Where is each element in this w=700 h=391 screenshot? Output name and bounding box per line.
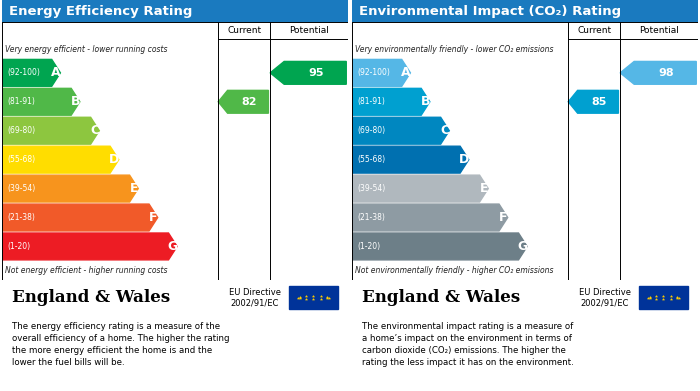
Polygon shape [3, 146, 119, 173]
Polygon shape [353, 175, 488, 202]
Text: Potential: Potential [289, 26, 329, 35]
Text: (81-91): (81-91) [357, 97, 385, 106]
Text: (92-100): (92-100) [357, 68, 390, 77]
Text: F: F [149, 211, 158, 224]
Text: EU Directive
2002/91/EC: EU Directive 2002/91/EC [229, 288, 281, 307]
Text: 95: 95 [308, 68, 324, 78]
Text: E: E [130, 182, 138, 195]
Text: Environmental Impact (CO₂) Rating: Environmental Impact (CO₂) Rating [359, 5, 621, 18]
Text: A: A [401, 66, 411, 79]
Text: Potential: Potential [639, 26, 679, 35]
Text: Not environmentally friendly - higher CO₂ emissions: Not environmentally friendly - higher CO… [356, 267, 554, 276]
Polygon shape [270, 61, 346, 84]
Polygon shape [353, 117, 449, 144]
Text: Current: Current [577, 26, 611, 35]
Text: G: G [518, 240, 528, 253]
Text: (69-80): (69-80) [7, 126, 35, 135]
Polygon shape [353, 233, 527, 260]
Text: G: G [168, 240, 178, 253]
Text: A: A [51, 66, 61, 79]
Polygon shape [3, 59, 60, 86]
Polygon shape [218, 90, 268, 113]
Polygon shape [568, 90, 618, 113]
Text: (69-80): (69-80) [357, 126, 385, 135]
Text: Energy Efficiency Rating: Energy Efficiency Rating [9, 5, 192, 18]
Text: Current: Current [227, 26, 261, 35]
Text: The environmental impact rating is a measure of
a home’s impact on the environme: The environmental impact rating is a mea… [363, 322, 574, 367]
Text: Very energy efficient - lower running costs: Very energy efficient - lower running co… [6, 45, 168, 54]
Text: Not energy efficient - higher running costs: Not energy efficient - higher running co… [6, 267, 168, 276]
Text: B: B [71, 95, 80, 108]
Text: (1-20): (1-20) [357, 242, 380, 251]
Text: The energy efficiency rating is a measure of the
overall efficiency of a home. T: The energy efficiency rating is a measur… [13, 322, 230, 367]
Text: England & Wales: England & Wales [13, 289, 171, 306]
Bar [639, 286, 687, 309]
Polygon shape [620, 61, 696, 84]
Text: (81-91): (81-91) [7, 97, 35, 106]
Polygon shape [3, 175, 138, 202]
Polygon shape [353, 204, 508, 231]
Bar [289, 286, 337, 309]
Polygon shape [353, 59, 410, 86]
Polygon shape [353, 88, 430, 115]
Text: 98: 98 [658, 68, 674, 78]
Text: D: D [109, 153, 120, 166]
Text: (55-68): (55-68) [7, 155, 35, 164]
Text: EU Directive
2002/91/EC: EU Directive 2002/91/EC [579, 288, 631, 307]
Text: C: C [90, 124, 99, 137]
Text: B: B [421, 95, 430, 108]
Text: (92-100): (92-100) [7, 68, 40, 77]
Text: England & Wales: England & Wales [363, 289, 521, 306]
Polygon shape [3, 117, 99, 144]
Text: (21-38): (21-38) [7, 213, 35, 222]
Text: 85: 85 [592, 97, 607, 107]
Polygon shape [353, 146, 469, 173]
Polygon shape [3, 88, 80, 115]
Text: (1-20): (1-20) [7, 242, 30, 251]
Text: (55-68): (55-68) [357, 155, 385, 164]
Text: (39-54): (39-54) [7, 184, 36, 193]
Polygon shape [3, 204, 158, 231]
Text: (21-38): (21-38) [357, 213, 385, 222]
Text: (39-54): (39-54) [357, 184, 386, 193]
Text: Very environmentally friendly - lower CO₂ emissions: Very environmentally friendly - lower CO… [356, 45, 554, 54]
Text: F: F [499, 211, 508, 224]
Text: E: E [480, 182, 488, 195]
Polygon shape [3, 233, 177, 260]
Text: C: C [440, 124, 449, 137]
Text: 82: 82 [241, 97, 257, 107]
Text: D: D [459, 153, 470, 166]
